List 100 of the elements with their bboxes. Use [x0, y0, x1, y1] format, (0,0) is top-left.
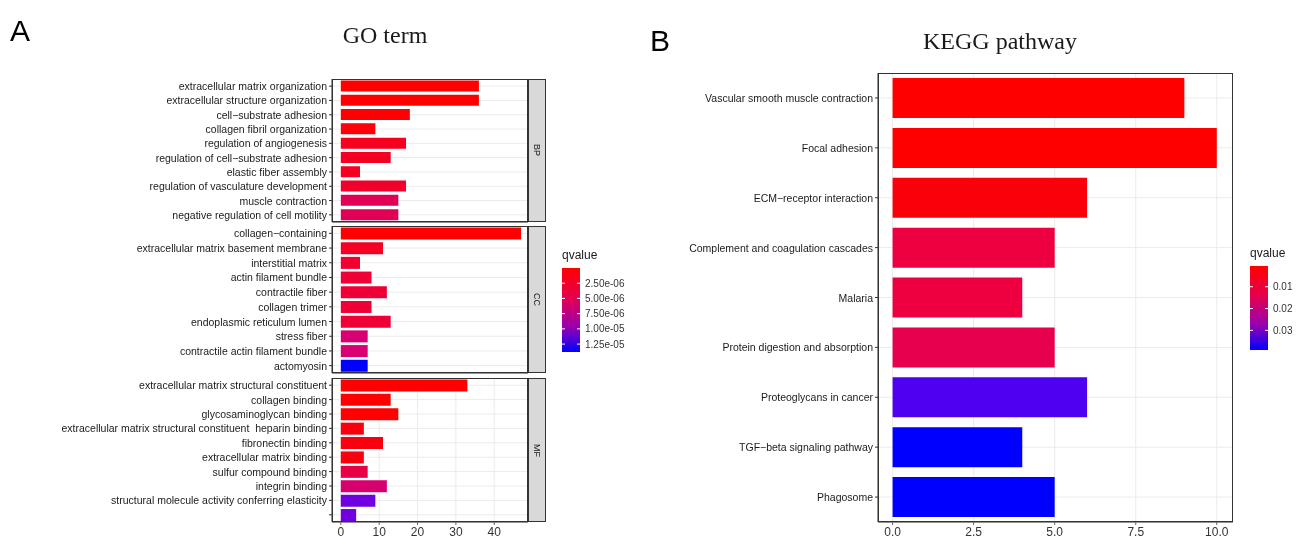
color-bar-title: qvalue [1250, 246, 1287, 262]
color-bar-label: 0.02 [1273, 303, 1293, 315]
y-tick-label: fibronectin binding [241, 436, 328, 449]
y-tick-label: extracellular matrix structural constituent heparin binding [61, 422, 328, 435]
bar [340, 379, 468, 392]
bar [892, 77, 1185, 118]
y-tick-label: integrin binding [255, 480, 328, 492]
bar [892, 427, 1023, 468]
y-tick-label: actomyosin [273, 359, 328, 372]
y-tick-label: Proteoglycans in cancer [760, 391, 874, 404]
x-tick-label: 30 [449, 524, 463, 539]
x-tick-label: 10.0 [1205, 524, 1229, 539]
bar [340, 408, 399, 421]
bar [340, 227, 522, 240]
y-tick-label: negative regulation of cell motility [172, 208, 328, 221]
bar [340, 166, 360, 178]
bar [340, 300, 372, 313]
y2-axis-title: MF [532, 443, 542, 457]
text: A [10, 14, 31, 48]
y-tick-label: Phagosome [816, 491, 874, 504]
y-tick-label: contractile fiber [255, 286, 328, 299]
x-tick-label: 2.5 [965, 524, 983, 539]
y-tick-label: ECM−receptor interaction [753, 191, 874, 204]
bar [340, 209, 399, 221]
chart-title: KEGG pathway [922, 28, 1078, 55]
y-tick-label: sulfur compound binding [212, 465, 328, 478]
color-bar-title: qvalue [562, 248, 599, 264]
bar [340, 286, 387, 299]
bar [340, 80, 479, 92]
y-tick-label: Protein digestion and absorption [722, 341, 874, 354]
y-tick-label: interstitial matrix [251, 256, 328, 269]
bar [340, 345, 368, 358]
x-tick-label: 0 [337, 524, 345, 539]
bar [340, 422, 364, 435]
y-tick-label: muscle contraction [239, 194, 328, 207]
y-tick-label: actin filament bundle [230, 271, 328, 284]
bar [340, 451, 364, 464]
bar [892, 227, 1055, 268]
bar [340, 137, 407, 149]
x-tick-label: 0.0 [884, 524, 902, 539]
bar [340, 242, 384, 255]
y-tick-label: regulation of vasculature development [149, 180, 328, 193]
bar [340, 359, 368, 372]
y-tick-label: contractile actin filament bundle [179, 344, 328, 357]
y-tick-label: Vascular smooth muscle contraction [705, 91, 874, 104]
y-tick-label: collagen−containing [233, 227, 328, 240]
y-tick-label: extracellular structure organization [166, 94, 328, 107]
y-tick-label: Malaria [838, 291, 874, 304]
x-tick-label: 7.5 [1127, 524, 1145, 539]
x-tick-label: 20 [410, 524, 425, 539]
text: B [650, 24, 671, 58]
bar [892, 327, 1055, 368]
color-bar-label: 5.00e-06 [585, 292, 625, 304]
x-tick-label: 40 [487, 524, 502, 539]
bar [340, 465, 368, 478]
bar [340, 180, 407, 192]
color-bar-label: 0.01 [1273, 281, 1293, 293]
y-tick-label: glycosaminoglycan binding [201, 408, 328, 420]
y-tick-label: extracellular matrix organization [178, 80, 328, 93]
bar [340, 315, 391, 328]
bar [340, 109, 410, 121]
bar [340, 123, 376, 135]
bar [340, 94, 479, 106]
y-tick-label: collagen trimer [258, 300, 328, 313]
color-bar-label: 1.00e-05 [585, 323, 625, 335]
y-tick-label: elastic fiber assembly [226, 165, 328, 178]
y-tick-label: endoplasmic reticulum lumen [191, 315, 328, 328]
y-tick-label: collagen fibril organization [205, 123, 328, 136]
y-tick-label: extracellular matrix basement membrane [136, 242, 328, 255]
color-bar-label: 1.25e-05 [585, 338, 625, 350]
y-tick-label: regulation of angiogenesis [204, 137, 327, 150]
color-bar-label: 0.03 [1273, 324, 1293, 336]
y-tick-label: Complement and coagulation cascades [689, 241, 873, 254]
bar [892, 277, 1023, 318]
x-tick-label: 10 [372, 524, 387, 539]
bar [892, 177, 1088, 218]
y-tick-label: collagen binding [251, 393, 328, 406]
bar [340, 271, 372, 284]
chart-title: GO term [341, 22, 429, 49]
y-tick-label: structural molecule activity conferring elasticity [111, 494, 328, 507]
y-tick-label: extracellular matrix binding [202, 451, 328, 464]
bar [340, 480, 387, 493]
y2-axis-title: BP [532, 144, 542, 157]
y-tick-label: Focal adhesion [801, 141, 874, 154]
y-tick-label: extracellular matrix structural constituent [139, 379, 328, 392]
y2-axis-title: CC [532, 293, 542, 306]
bar [340, 151, 391, 163]
bar [892, 377, 1088, 418]
bar [340, 194, 399, 206]
bar [340, 393, 391, 406]
bar [340, 509, 357, 522]
bar [340, 437, 384, 450]
bar [340, 256, 360, 269]
x-tick-label: 5.0 [1046, 524, 1064, 539]
color-bar-label: 2.50e-06 [585, 277, 625, 289]
bar [892, 127, 1217, 168]
y-tick-label: TGF−beta signaling pathway [739, 441, 874, 454]
y-tick-label: cell−substrate adhesion [216, 108, 328, 121]
bar [340, 330, 368, 343]
y-tick-label: stress fiber [275, 330, 328, 343]
